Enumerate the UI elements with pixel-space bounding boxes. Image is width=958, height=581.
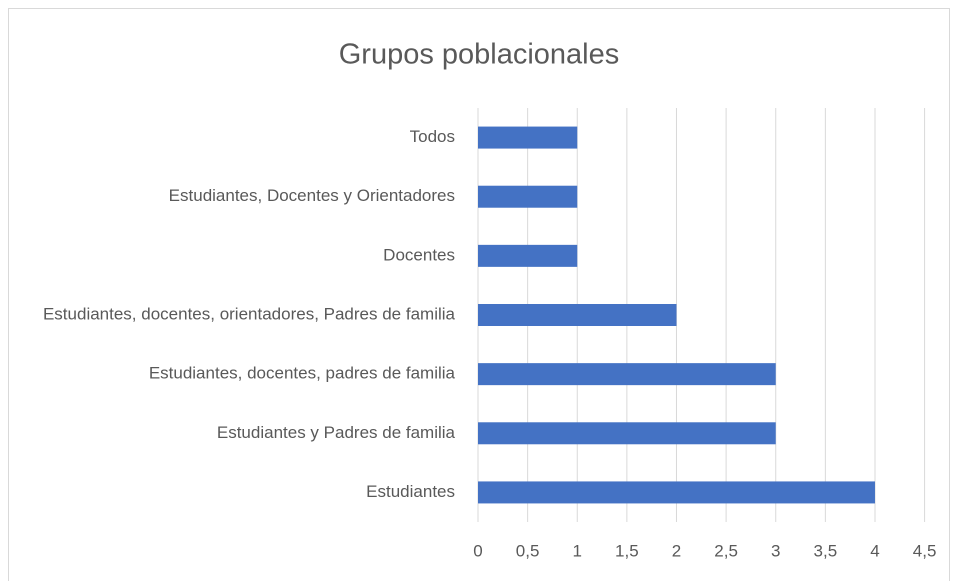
x-tick-label: 3,5 [814,541,838,560]
y-tick-label: Estudiantes y Padres de familia [217,423,456,442]
bar [478,481,875,504]
x-tick-label: 2 [672,541,681,560]
chart-title: Grupos poblacionales [339,39,620,71]
x-tick-label: 1,5 [615,541,639,560]
y-tick-label: Estudiantes, docentes, orientadores, Pad… [43,304,456,323]
bar [478,244,578,267]
y-tick-label: Estudiantes, docentes, padres de familia [149,364,456,383]
bar [478,363,776,386]
x-tick-label: 4,5 [913,541,937,560]
x-tick-label: 2,5 [714,541,738,560]
bar [478,126,578,149]
x-tick-label: 3 [771,541,780,560]
x-tick-label: 1 [573,541,582,560]
y-tick-label: Docentes [383,245,455,264]
x-tick-label: 0,5 [516,541,540,560]
bar [478,185,578,208]
y-tick-label: Estudiantes [366,482,455,501]
x-tick-label: 4 [870,541,879,560]
bar [478,422,776,445]
y-tick-label: Estudiantes, Docentes y Orientadores [169,186,455,205]
bar [478,304,677,326]
y-tick-label: Todos [410,127,455,146]
x-tick-label: 0 [473,541,482,560]
